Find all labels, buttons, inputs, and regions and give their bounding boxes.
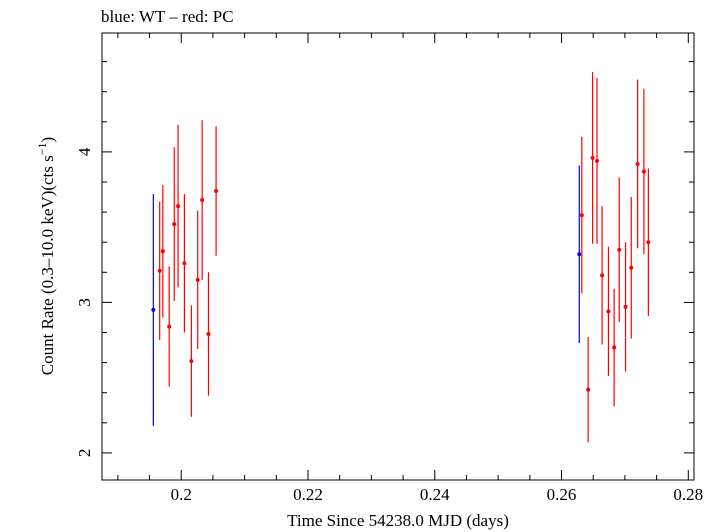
data-point <box>195 277 200 282</box>
data-point <box>176 204 181 209</box>
x-tick-label: 0.28 <box>673 485 703 504</box>
chart-title: blue: WT – red: PC <box>101 7 234 26</box>
series-pc <box>157 72 651 443</box>
data-point <box>182 261 187 266</box>
data-point <box>189 359 194 364</box>
data-point <box>577 252 582 257</box>
y-axis-ticks <box>102 61 694 454</box>
data-points <box>151 72 651 443</box>
data-point <box>157 268 162 273</box>
x-tick-label: 0.2 <box>171 485 192 504</box>
data-point <box>214 189 219 194</box>
series-wt <box>151 165 582 426</box>
data-point <box>167 324 172 329</box>
data-point <box>600 273 605 278</box>
data-point <box>629 265 634 270</box>
x-axis-ticks <box>117 33 689 480</box>
data-point <box>590 155 595 160</box>
y-tick-label: 2 <box>75 449 94 458</box>
y-axis-label-main: Count Rate (0.3–10.0 keV)(cts s <box>38 155 57 375</box>
data-point <box>617 247 622 252</box>
x-tick-label: 0.26 <box>547 485 577 504</box>
y-axis-label-close: ) <box>38 137 57 143</box>
data-point <box>586 387 591 392</box>
data-point <box>606 309 611 314</box>
data-point <box>612 345 617 350</box>
data-point <box>160 249 165 254</box>
x-axis-tick-labels: 0.2 0.22 0.24 0.26 0.28 <box>171 485 704 504</box>
data-point <box>623 304 628 309</box>
y-tick-label: 4 <box>75 147 94 156</box>
y-axis-tick-labels: 2 3 4 <box>75 147 94 457</box>
data-point <box>595 158 600 163</box>
y-axis-label-exponent: −1 <box>35 142 49 155</box>
data-point <box>646 240 651 245</box>
y-tick-label: 3 <box>75 298 94 307</box>
data-point <box>151 307 156 312</box>
data-point <box>641 169 646 174</box>
data-point <box>579 213 584 218</box>
plot-frame <box>101 32 695 481</box>
x-tick-label: 0.24 <box>420 485 450 504</box>
data-point <box>172 222 177 227</box>
data-point <box>635 161 640 166</box>
x-axis-label: Time Since 54238.0 MJD (days) <box>287 511 509 530</box>
y-axis-label: Count Rate (0.3–10.0 keV)(cts s−1) <box>35 137 57 375</box>
data-point <box>206 332 211 337</box>
data-point <box>200 198 205 203</box>
x-tick-label: 0.22 <box>293 485 323 504</box>
